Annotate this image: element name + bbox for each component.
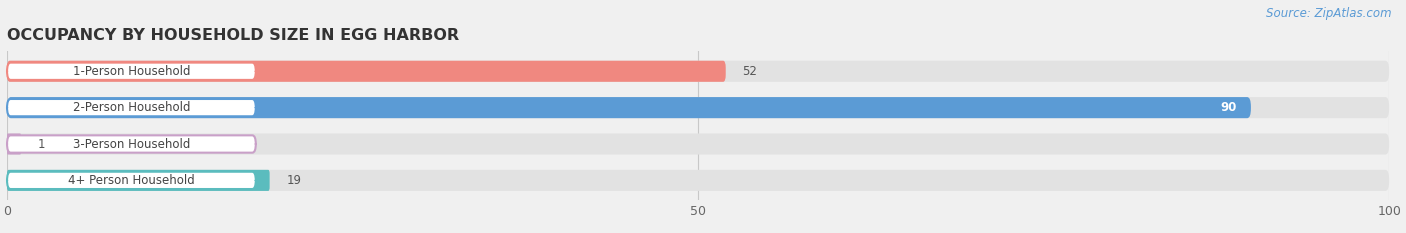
FancyBboxPatch shape bbox=[7, 99, 256, 116]
FancyBboxPatch shape bbox=[7, 170, 1389, 191]
Text: Source: ZipAtlas.com: Source: ZipAtlas.com bbox=[1267, 7, 1392, 20]
FancyBboxPatch shape bbox=[7, 61, 725, 82]
Text: 2-Person Household: 2-Person Household bbox=[73, 101, 190, 114]
FancyBboxPatch shape bbox=[7, 97, 1389, 118]
FancyBboxPatch shape bbox=[7, 135, 256, 153]
FancyBboxPatch shape bbox=[7, 63, 256, 80]
Text: 19: 19 bbox=[287, 174, 301, 187]
FancyBboxPatch shape bbox=[7, 97, 1251, 118]
Text: 3-Person Household: 3-Person Household bbox=[73, 137, 190, 151]
FancyBboxPatch shape bbox=[7, 172, 256, 189]
FancyBboxPatch shape bbox=[7, 61, 1389, 82]
Text: 90: 90 bbox=[1220, 101, 1237, 114]
FancyBboxPatch shape bbox=[7, 134, 21, 154]
FancyBboxPatch shape bbox=[7, 134, 1389, 154]
FancyBboxPatch shape bbox=[7, 170, 270, 191]
Text: 1: 1 bbox=[38, 137, 45, 151]
Text: 4+ Person Household: 4+ Person Household bbox=[67, 174, 195, 187]
Text: 1-Person Household: 1-Person Household bbox=[73, 65, 190, 78]
Text: OCCUPANCY BY HOUSEHOLD SIZE IN EGG HARBOR: OCCUPANCY BY HOUSEHOLD SIZE IN EGG HARBO… bbox=[7, 28, 460, 43]
Text: 52: 52 bbox=[742, 65, 758, 78]
